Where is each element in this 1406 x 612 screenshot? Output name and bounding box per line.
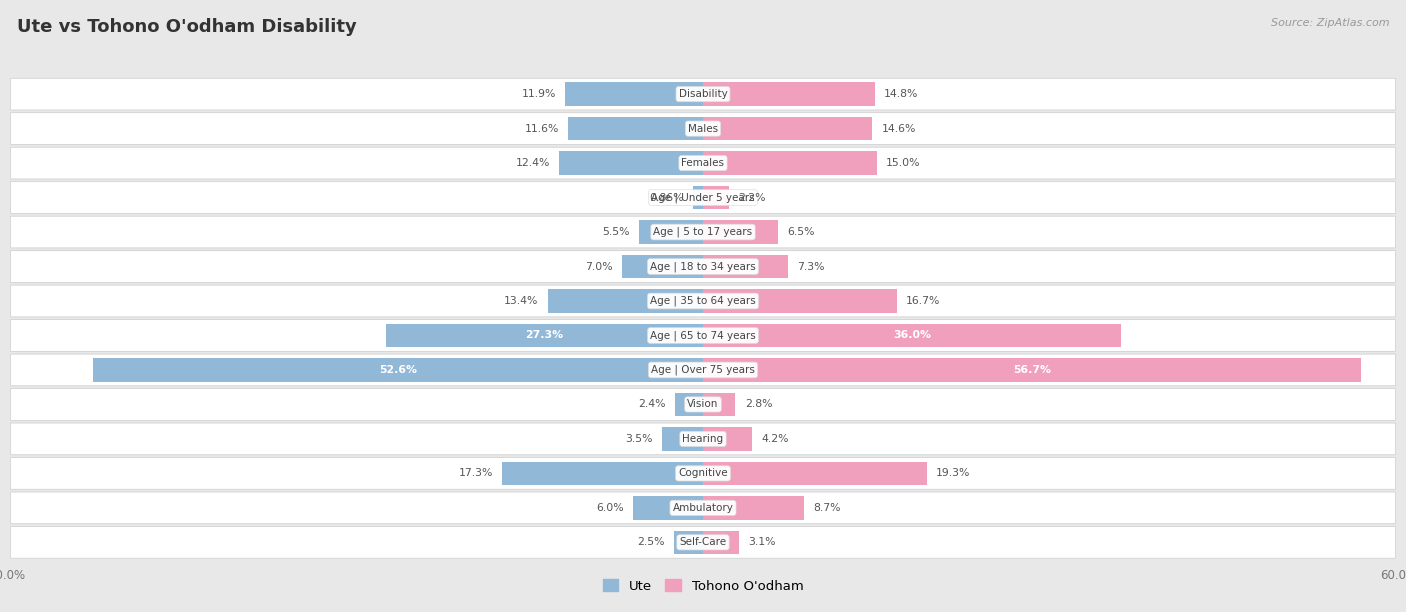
Bar <box>565 83 703 106</box>
Bar <box>387 324 703 347</box>
Text: 12.4%: 12.4% <box>516 158 550 168</box>
Bar <box>703 427 752 450</box>
Bar <box>703 289 897 313</box>
Text: 5.5%: 5.5% <box>602 227 630 237</box>
Bar <box>93 358 703 382</box>
Bar <box>547 289 703 313</box>
Text: Age | Over 75 years: Age | Over 75 years <box>651 365 755 375</box>
FancyBboxPatch shape <box>10 147 1396 179</box>
Bar <box>633 496 703 520</box>
Text: 2.4%: 2.4% <box>638 400 666 409</box>
Text: 17.3%: 17.3% <box>458 468 494 479</box>
Text: Age | 5 to 17 years: Age | 5 to 17 years <box>654 227 752 237</box>
Text: 7.3%: 7.3% <box>797 261 824 272</box>
Text: 36.0%: 36.0% <box>893 330 931 340</box>
Text: Ute vs Tohono O'odham Disability: Ute vs Tohono O'odham Disability <box>17 18 357 36</box>
Bar <box>693 186 703 209</box>
Text: 11.6%: 11.6% <box>524 124 560 133</box>
Text: Age | Under 5 years: Age | Under 5 years <box>651 192 755 203</box>
Bar <box>703 324 1121 347</box>
Bar <box>640 220 703 244</box>
Text: 15.0%: 15.0% <box>886 158 921 168</box>
Text: 6.0%: 6.0% <box>596 503 624 513</box>
FancyBboxPatch shape <box>10 251 1396 282</box>
Text: 2.5%: 2.5% <box>637 537 665 547</box>
Text: 14.6%: 14.6% <box>882 124 915 133</box>
Bar <box>568 117 703 140</box>
Text: 19.3%: 19.3% <box>936 468 970 479</box>
Bar <box>703 461 927 485</box>
Text: Males: Males <box>688 124 718 133</box>
FancyBboxPatch shape <box>10 182 1396 214</box>
Bar <box>703 358 1361 382</box>
Bar <box>703 117 872 140</box>
Text: Vision: Vision <box>688 400 718 409</box>
Text: Age | 35 to 64 years: Age | 35 to 64 years <box>650 296 756 306</box>
Bar <box>662 427 703 450</box>
Bar <box>675 393 703 416</box>
Text: 3.1%: 3.1% <box>748 537 776 547</box>
Legend: Ute, Tohono O'odham: Ute, Tohono O'odham <box>598 574 808 598</box>
Text: 3.5%: 3.5% <box>626 434 654 444</box>
Text: 0.86%: 0.86% <box>650 193 683 203</box>
Text: Cognitive: Cognitive <box>678 468 728 479</box>
Text: 8.7%: 8.7% <box>813 503 841 513</box>
Bar <box>703 220 779 244</box>
Bar <box>703 186 728 209</box>
FancyBboxPatch shape <box>10 354 1396 386</box>
Text: 14.8%: 14.8% <box>884 89 918 99</box>
FancyBboxPatch shape <box>10 423 1396 455</box>
Text: 4.2%: 4.2% <box>761 434 789 444</box>
FancyBboxPatch shape <box>10 526 1396 558</box>
Text: Disability: Disability <box>679 89 727 99</box>
FancyBboxPatch shape <box>10 216 1396 248</box>
Bar <box>703 83 875 106</box>
Bar <box>703 393 735 416</box>
Text: 16.7%: 16.7% <box>905 296 941 306</box>
Bar <box>703 496 804 520</box>
FancyBboxPatch shape <box>10 492 1396 524</box>
Bar <box>703 151 877 175</box>
Bar <box>621 255 703 278</box>
Bar <box>703 531 740 554</box>
Text: Females: Females <box>682 158 724 168</box>
Bar <box>673 531 703 554</box>
Text: 52.6%: 52.6% <box>380 365 418 375</box>
Text: 2.2%: 2.2% <box>738 193 765 203</box>
Text: Hearing: Hearing <box>682 434 724 444</box>
FancyBboxPatch shape <box>10 389 1396 420</box>
Text: 27.3%: 27.3% <box>526 330 564 340</box>
Text: 56.7%: 56.7% <box>1012 365 1050 375</box>
Text: Self-Care: Self-Care <box>679 537 727 547</box>
FancyBboxPatch shape <box>10 458 1396 489</box>
Text: Age | 18 to 34 years: Age | 18 to 34 years <box>650 261 756 272</box>
Bar <box>703 255 787 278</box>
Text: Source: ZipAtlas.com: Source: ZipAtlas.com <box>1271 18 1389 28</box>
Text: 2.8%: 2.8% <box>745 400 772 409</box>
Text: 6.5%: 6.5% <box>787 227 815 237</box>
Text: 13.4%: 13.4% <box>503 296 538 306</box>
FancyBboxPatch shape <box>10 285 1396 317</box>
FancyBboxPatch shape <box>10 319 1396 351</box>
FancyBboxPatch shape <box>10 113 1396 144</box>
Bar <box>502 461 703 485</box>
Bar <box>560 151 703 175</box>
Text: Ambulatory: Ambulatory <box>672 503 734 513</box>
Text: 11.9%: 11.9% <box>522 89 555 99</box>
Text: 7.0%: 7.0% <box>585 261 613 272</box>
Text: Age | 65 to 74 years: Age | 65 to 74 years <box>650 330 756 341</box>
FancyBboxPatch shape <box>10 78 1396 110</box>
